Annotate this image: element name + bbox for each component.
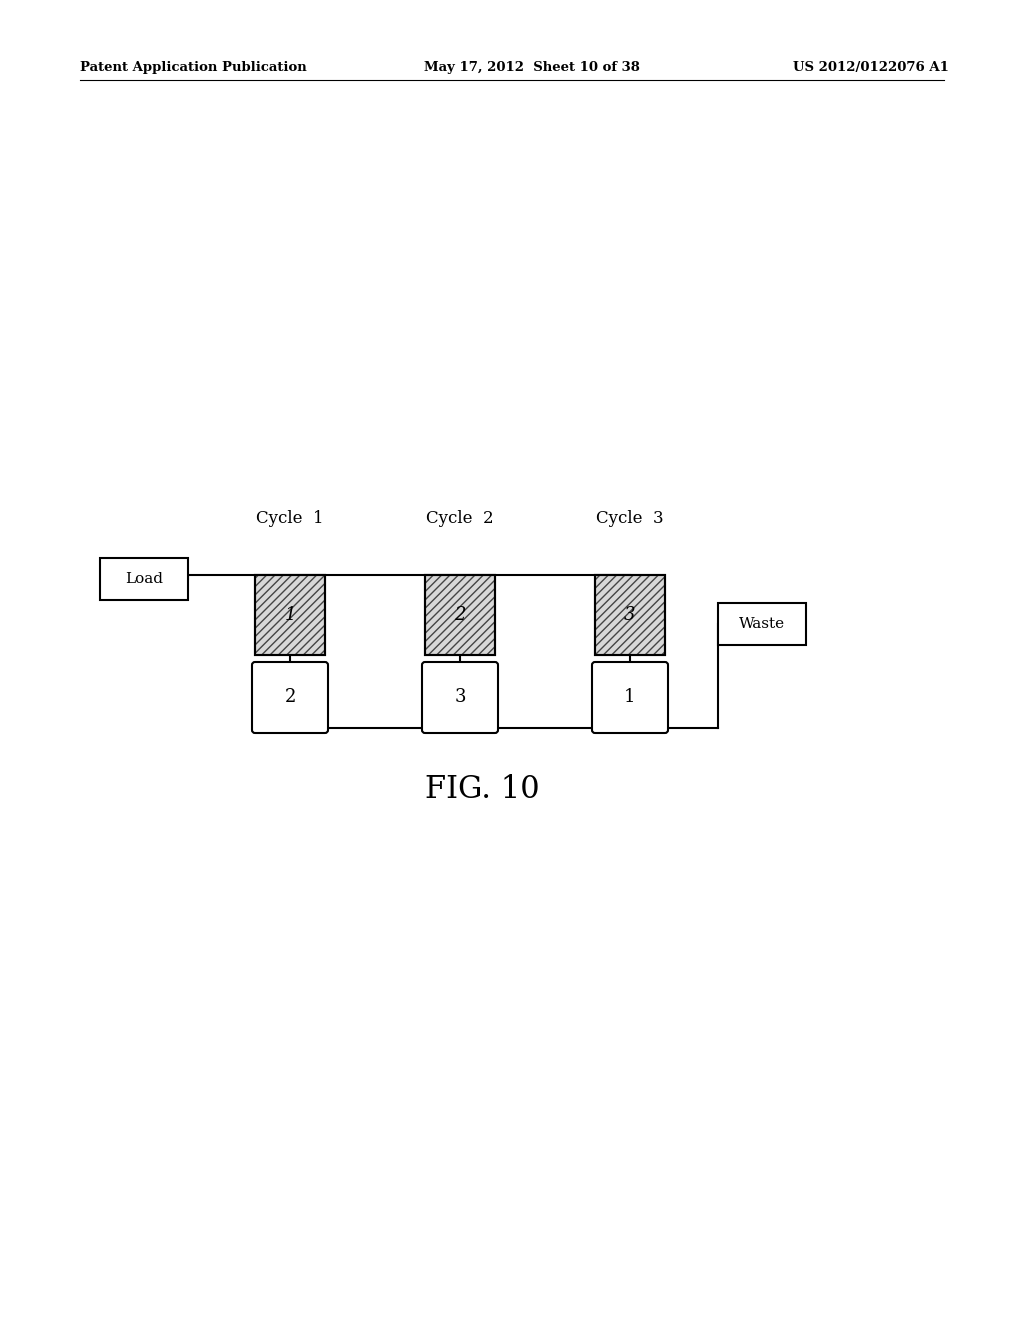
Text: Waste: Waste [739,616,785,631]
Text: Cycle  1: Cycle 1 [256,510,324,527]
Text: 1: 1 [285,606,296,624]
Bar [595,576,665,655]
Text: 3: 3 [625,606,636,624]
Text: US 2012/0122076 A1: US 2012/0122076 A1 [794,62,949,74]
Bar [255,576,325,655]
Text: 3: 3 [455,689,466,706]
Text: 1: 1 [625,689,636,706]
Bar [595,576,665,655]
Bar [595,576,665,655]
Text: May 17, 2012  Sheet 10 of 38: May 17, 2012 Sheet 10 of 38 [424,62,640,74]
Text: Patent Application Publication: Patent Application Publication [80,62,307,74]
Text: 2: 2 [455,606,466,624]
Bar [718,603,806,645]
Text: 2: 2 [285,689,296,706]
Bar [425,576,495,655]
Text: Cycle  2: Cycle 2 [426,510,494,527]
Bar [255,576,325,655]
Bar [255,576,325,655]
Text: Load: Load [125,572,163,586]
Bar [425,576,495,655]
FancyBboxPatch shape [422,663,498,733]
Text: Cycle  3: Cycle 3 [596,510,664,527]
FancyBboxPatch shape [592,663,668,733]
FancyBboxPatch shape [252,663,328,733]
Bar [100,558,188,601]
Text: FIG. 10: FIG. 10 [425,775,540,805]
Bar [425,576,495,655]
